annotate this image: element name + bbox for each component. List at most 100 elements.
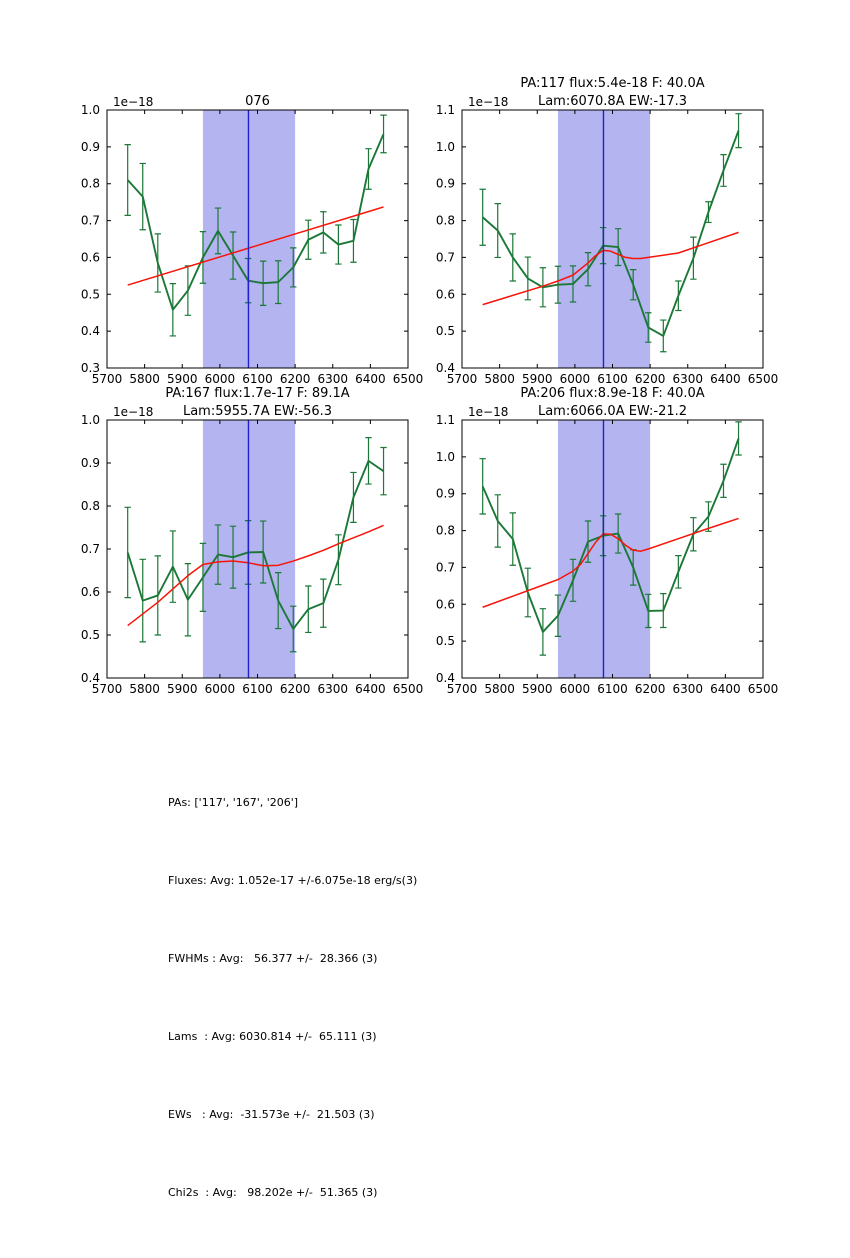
y-tick-label: 0.6 <box>436 597 455 611</box>
y-tick-label: 0.9 <box>436 487 455 501</box>
x-tick-label: 6000 <box>205 372 236 386</box>
spectrum-line <box>126 133 385 311</box>
y-offset-label: 1e−18 <box>113 95 153 109</box>
axis-ticks <box>106 109 409 369</box>
x-tick-label: 5700 <box>447 682 478 696</box>
y-tick-label: 0.6 <box>81 585 100 599</box>
x-tick-label: 6000 <box>560 372 591 386</box>
x-tick-label: 6300 <box>317 682 348 696</box>
x-tick-label: 5800 <box>129 682 160 696</box>
plot-title: Lam:6070.8A EW:-17.3 <box>538 94 687 109</box>
y-tick-label: 0.7 <box>436 250 455 264</box>
y-tick-label: 1.1 <box>436 103 455 117</box>
x-tick-label: 5800 <box>129 372 160 386</box>
y-tick-label: 0.9 <box>436 177 455 191</box>
y-tick-label: 0.9 <box>81 456 100 470</box>
x-tick-label: 5700 <box>92 682 123 696</box>
axis-ticks <box>106 419 409 679</box>
y-tick-label: 0.4 <box>81 324 100 338</box>
x-tick-label: 6200 <box>280 682 311 696</box>
axis-ticks <box>461 419 764 679</box>
y-tick-label: 0.7 <box>81 542 100 556</box>
x-tick-label: 6400 <box>710 372 741 386</box>
x-tick-label: 5900 <box>522 372 553 386</box>
x-tick-label: 6000 <box>205 682 236 696</box>
y-tick-label: 0.4 <box>436 361 455 375</box>
plot-title: Lam:6066.0A EW:-21.2 <box>538 404 687 419</box>
summary-line-pas: PAs: ['117', '167', '206'] <box>168 796 299 809</box>
plot-076: 5700 5800 5900 6000 6100 6200 6300 6400 6500 0.3 0… <box>81 94 424 386</box>
plot-PA167: 5700 5800 5900 6000 6100 6200 6300 6400 6500 0.4 0… <box>81 386 424 696</box>
y-tick-label: 0.6 <box>436 287 455 301</box>
x-tick-label: 6300 <box>672 682 703 696</box>
summary-line-fluxes: Fluxes: Avg: 1.052e-17 +/-6.075e-18 erg/… <box>168 874 418 887</box>
x-tick-label: 5700 <box>447 372 478 386</box>
fit-line <box>127 524 384 627</box>
y-tick-label: 0.5 <box>81 287 100 301</box>
x-tick-label: 6300 <box>672 372 703 386</box>
y-tick-label: 0.7 <box>436 560 455 574</box>
spectrum-line <box>126 459 385 630</box>
y-tick-label: 0.5 <box>81 628 100 642</box>
x-tick-label: 6400 <box>355 372 386 386</box>
x-tick-label: 6100 <box>597 372 628 386</box>
figure-canvas: 5700 5800 5900 6000 6100 6200 6300 6400 6500 0.3 0… <box>81 76 779 1199</box>
x-tick-label: 5900 <box>522 682 553 696</box>
y-tick-label: 0.4 <box>436 671 455 685</box>
fit-line <box>482 517 739 608</box>
plot-title: 076 <box>245 94 270 109</box>
summary-line-ews: EWs : Avg: -31.573e +/- 21.503 (3) <box>168 1108 375 1121</box>
y-offset-label: 1e−18 <box>113 405 153 419</box>
x-tick-label: 6200 <box>635 372 666 386</box>
x-tick-label: 5900 <box>167 372 198 386</box>
plot-PA206: 5700 5800 5900 6000 6100 6200 6300 6400 6500 0.4 0… <box>436 386 779 696</box>
x-tick-label: 5900 <box>167 682 198 696</box>
y-tick-label: 0.3 <box>81 361 100 375</box>
plot-PA117: 5700 5800 5900 6000 6100 6200 6300 6400 6500 0.4 0… <box>436 76 779 386</box>
y-tick-label: 0.6 <box>81 250 100 264</box>
x-tick-label: 6100 <box>242 682 273 696</box>
x-tick-label: 6100 <box>242 372 273 386</box>
plot-title: Lam:5955.7A EW:-56.3 <box>183 404 332 419</box>
plot-title: PA:206 flux:8.9e-18 F: 40.0A <box>520 386 704 401</box>
y-tick-label: 0.8 <box>436 214 455 228</box>
y-tick-label: 0.5 <box>436 324 455 338</box>
y-tick-label: 0.9 <box>81 140 100 154</box>
summary-line-fwhms: FWHMs : Avg: 56.377 +/- 28.366 (3) <box>168 952 378 965</box>
x-tick-label: 5700 <box>92 372 123 386</box>
x-tick-label: 6200 <box>280 372 311 386</box>
x-tick-label: 6200 <box>635 682 666 696</box>
summary-line-lams: Lams : Avg: 6030.814 +/- 65.111 (3) <box>168 1030 377 1043</box>
y-tick-label: 1.0 <box>81 413 100 427</box>
plot-title: PA:167 flux:1.7e-17 F: 89.1A <box>165 386 349 401</box>
y-tick-label: 0.8 <box>81 499 100 513</box>
x-tick-label: 6500 <box>748 682 779 696</box>
y-tick-label: 1.0 <box>436 140 455 154</box>
y-tick-label: 0.7 <box>81 214 100 228</box>
axis-ticks <box>461 109 764 369</box>
x-tick-label: 5800 <box>484 372 515 386</box>
spectrum-line <box>482 130 740 337</box>
x-tick-label: 6400 <box>710 682 741 696</box>
x-tick-label: 6300 <box>317 372 348 386</box>
y-tick-label: 1.1 <box>436 413 455 427</box>
x-tick-label: 5800 <box>484 682 515 696</box>
y-tick-label: 0.8 <box>81 177 100 191</box>
x-tick-label: 6000 <box>560 682 591 696</box>
fit-line <box>482 231 739 306</box>
y-tick-label: 0.5 <box>436 634 455 648</box>
x-tick-label: 6500 <box>393 372 424 386</box>
fit-line <box>127 206 384 286</box>
y-tick-label: 1.0 <box>436 450 455 464</box>
x-tick-label: 6100 <box>597 682 628 696</box>
y-offset-label: 1e−18 <box>468 95 508 109</box>
summary-block: PAs: ['117', '167', '206'] Fluxes: Avg: … <box>168 738 417 1258</box>
x-tick-label: 6500 <box>748 372 779 386</box>
y-offset-label: 1e−18 <box>468 405 508 419</box>
plot-title: PA:117 flux:5.4e-18 F: 40.0A <box>520 76 704 91</box>
x-tick-label: 6500 <box>393 682 424 696</box>
x-tick-label: 6400 <box>355 682 386 696</box>
summary-line-chi2s: Chi2s : Avg: 98.202e +/- 51.365 (3) <box>168 1186 378 1199</box>
y-tick-label: 0.4 <box>81 671 100 685</box>
y-tick-label: 0.8 <box>436 524 455 538</box>
